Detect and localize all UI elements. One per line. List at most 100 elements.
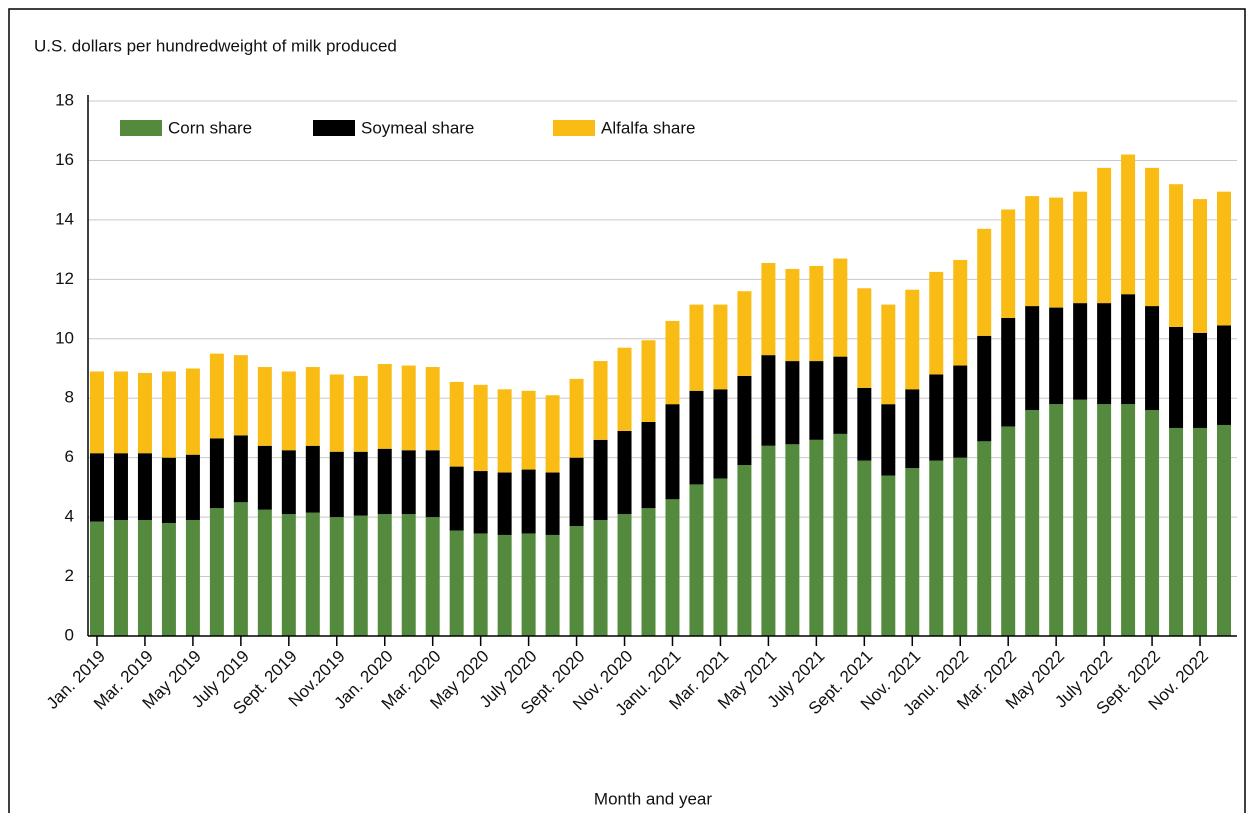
bar-segment — [137, 372, 152, 454]
bar-segment — [1193, 199, 1208, 333]
bar-segment — [1097, 303, 1112, 405]
bar-segment — [761, 262, 776, 356]
bar-segment — [185, 454, 200, 521]
legend-label: Corn share — [168, 118, 252, 137]
bar-segment — [1193, 427, 1208, 636]
bar-segment — [905, 289, 920, 390]
bar-segment — [1145, 167, 1160, 307]
bar-segment — [1217, 325, 1232, 425]
bar-segment — [1145, 306, 1160, 411]
bar-segment — [89, 521, 104, 636]
bar-segment — [113, 371, 128, 454]
bar-segment — [185, 368, 200, 455]
bar-segment — [449, 530, 464, 636]
bar-segment — [833, 433, 848, 636]
bar-segment — [425, 367, 440, 451]
bar-segment — [593, 520, 608, 636]
bar-segment — [569, 378, 584, 458]
legend-label: Alfalfa share — [601, 118, 696, 137]
x-axis-title: Month and year — [594, 789, 712, 808]
y-tick-label: 14 — [55, 209, 74, 228]
bar-segment — [473, 384, 488, 472]
bar-segment — [641, 340, 656, 422]
y-tick-label: 16 — [55, 150, 74, 169]
bar-segment — [473, 471, 488, 534]
bar-segment — [929, 460, 944, 636]
bar-segment — [521, 390, 536, 470]
bar-segment — [713, 304, 728, 390]
bar-segment — [113, 520, 128, 636]
bar-segment — [569, 526, 584, 636]
bar-segment — [1073, 191, 1088, 304]
bar-segment — [89, 453, 104, 522]
bar-segment — [905, 468, 920, 636]
bar-segment — [161, 457, 176, 524]
bar-segment — [857, 288, 872, 388]
bar-segment — [1121, 294, 1136, 405]
bar-segment — [881, 475, 896, 636]
bar-segment — [1169, 326, 1184, 428]
bar-segment — [1025, 410, 1040, 636]
bar-segment — [545, 534, 560, 636]
bar-segment — [761, 445, 776, 636]
bar-segment — [137, 453, 152, 521]
bar-segment — [233, 355, 248, 436]
y-tick-label: 0 — [65, 625, 74, 644]
bar-segment — [905, 389, 920, 469]
bar-segment — [785, 268, 800, 362]
bar-segment — [401, 365, 416, 451]
bar-segment — [953, 365, 968, 458]
bar-segment — [545, 395, 560, 473]
bar-segment — [161, 523, 176, 636]
bar-segment — [497, 472, 512, 535]
bar-segment — [1121, 404, 1136, 636]
bar-segment — [737, 465, 752, 636]
bar-segment — [1001, 209, 1016, 318]
bar-segment — [953, 260, 968, 366]
bar-segment — [281, 514, 296, 636]
bar-segment — [425, 517, 440, 636]
bar-segment — [953, 457, 968, 636]
bar-segment — [209, 353, 224, 439]
bar-segment — [641, 422, 656, 509]
bar-segment — [761, 355, 776, 446]
bar-segment — [1217, 424, 1232, 636]
frame — [8, 8, 1246, 813]
legend-swatch — [553, 120, 595, 136]
bar-segment — [425, 450, 440, 518]
y-tick-label: 10 — [55, 328, 74, 347]
bar-segment — [113, 453, 128, 521]
bar-segment — [353, 451, 368, 516]
bar-segment — [521, 469, 536, 534]
bar-segment — [449, 381, 464, 467]
bar-segment — [977, 335, 992, 442]
bar-segment — [305, 445, 320, 513]
bar-segment — [929, 374, 944, 461]
bar-segment — [833, 356, 848, 434]
bar-segment — [737, 291, 752, 376]
bar-segment — [305, 367, 320, 446]
y-tick-label: 12 — [55, 269, 74, 288]
bar-segment — [233, 435, 248, 503]
bar-segment — [977, 228, 992, 336]
bar-segment — [305, 512, 320, 636]
bar-segment — [929, 271, 944, 375]
bar-segment — [1145, 410, 1160, 636]
bar-segment — [161, 371, 176, 458]
bar-segment — [689, 390, 704, 485]
bar-segment — [1049, 197, 1064, 308]
bar-segment — [545, 472, 560, 535]
bar-segment — [737, 375, 752, 466]
bar-segment — [809, 361, 824, 440]
bar-segment — [329, 451, 344, 518]
bar-segment — [281, 450, 296, 515]
bar-segment — [1049, 404, 1064, 636]
bar-segment — [857, 387, 872, 461]
bar-segment — [713, 389, 728, 479]
bar-segment — [233, 502, 248, 636]
legend-swatch — [120, 120, 162, 136]
bar-segment — [1193, 332, 1208, 428]
bar-segment — [1001, 426, 1016, 636]
bar-segment — [689, 304, 704, 391]
